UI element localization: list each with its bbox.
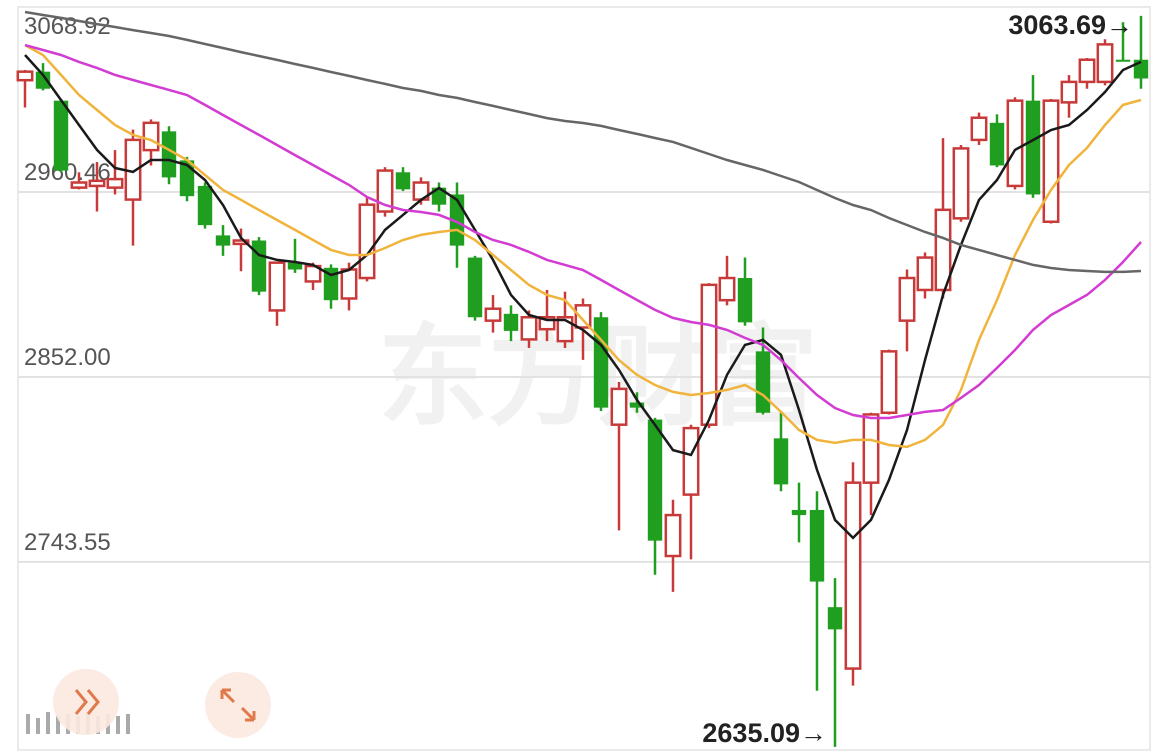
candle-body	[647, 419, 663, 541]
y-tick-label: 3068.92	[24, 13, 111, 40]
candle-body	[520, 315, 538, 341]
candle-body	[970, 116, 988, 142]
candle-body	[1078, 58, 1096, 84]
candle-body	[773, 438, 789, 485]
candle-body	[1006, 99, 1024, 188]
candle-body	[215, 235, 231, 246]
plot-frame	[17, 6, 1151, 751]
candle-body	[503, 313, 519, 331]
candle-body	[862, 413, 880, 484]
candle-body	[1042, 99, 1060, 223]
candle-body	[484, 307, 502, 322]
candle-body	[376, 169, 394, 213]
candle-body	[700, 283, 718, 426]
candle-body	[610, 387, 628, 426]
candle-body	[161, 131, 177, 178]
candle-body	[358, 203, 376, 280]
candle-body	[898, 276, 916, 322]
candle-body	[809, 509, 825, 582]
candle-body	[574, 304, 592, 329]
candle-body	[1025, 100, 1041, 195]
candle-body	[268, 261, 286, 312]
candle-body	[287, 262, 303, 270]
annotation: 3063.69→	[1008, 10, 1133, 40]
annotation: 2635.09→	[702, 718, 827, 748]
fullscreen-button[interactable]	[205, 672, 271, 738]
candle-body	[35, 71, 51, 89]
y-tick-label: 2743.55	[24, 529, 111, 556]
candle-body	[395, 172, 411, 190]
candle-body	[989, 122, 1005, 166]
candle-body	[880, 350, 898, 415]
candle-body	[1060, 80, 1078, 104]
candle-body	[844, 481, 862, 670]
candle-body	[323, 267, 339, 301]
candle-body	[340, 268, 358, 300]
expand-button[interactable]	[53, 669, 119, 735]
candle-body	[538, 315, 556, 331]
ma-line	[24, 43, 1142, 420]
candle-body	[251, 240, 267, 292]
candle-body	[467, 257, 483, 318]
candle-body	[916, 256, 934, 292]
y-tick-label: 2852.00	[24, 344, 111, 371]
ma-line	[24, 54, 1142, 540]
candle-body	[197, 185, 213, 226]
candle-body	[755, 351, 771, 413]
candle-body	[682, 426, 700, 496]
candle-body	[70, 181, 88, 189]
candle-body	[53, 100, 69, 171]
candle-body	[106, 177, 124, 189]
ma-line	[24, 10, 1142, 274]
candle-body	[934, 208, 952, 292]
candle-body	[1115, 59, 1131, 62]
candle-body	[88, 179, 106, 188]
candle-body	[791, 509, 807, 516]
candle-body	[232, 239, 250, 246]
candle-body	[737, 278, 753, 323]
candle-body	[718, 276, 736, 302]
candle-body	[827, 607, 843, 630]
candle-body	[952, 147, 970, 220]
candle-body	[431, 187, 447, 205]
candle-body	[1096, 43, 1114, 84]
candle-body	[142, 121, 160, 152]
candle-body	[593, 317, 609, 408]
candle-body	[629, 402, 645, 408]
candle-body	[16, 70, 34, 82]
candle-body	[664, 513, 682, 558]
